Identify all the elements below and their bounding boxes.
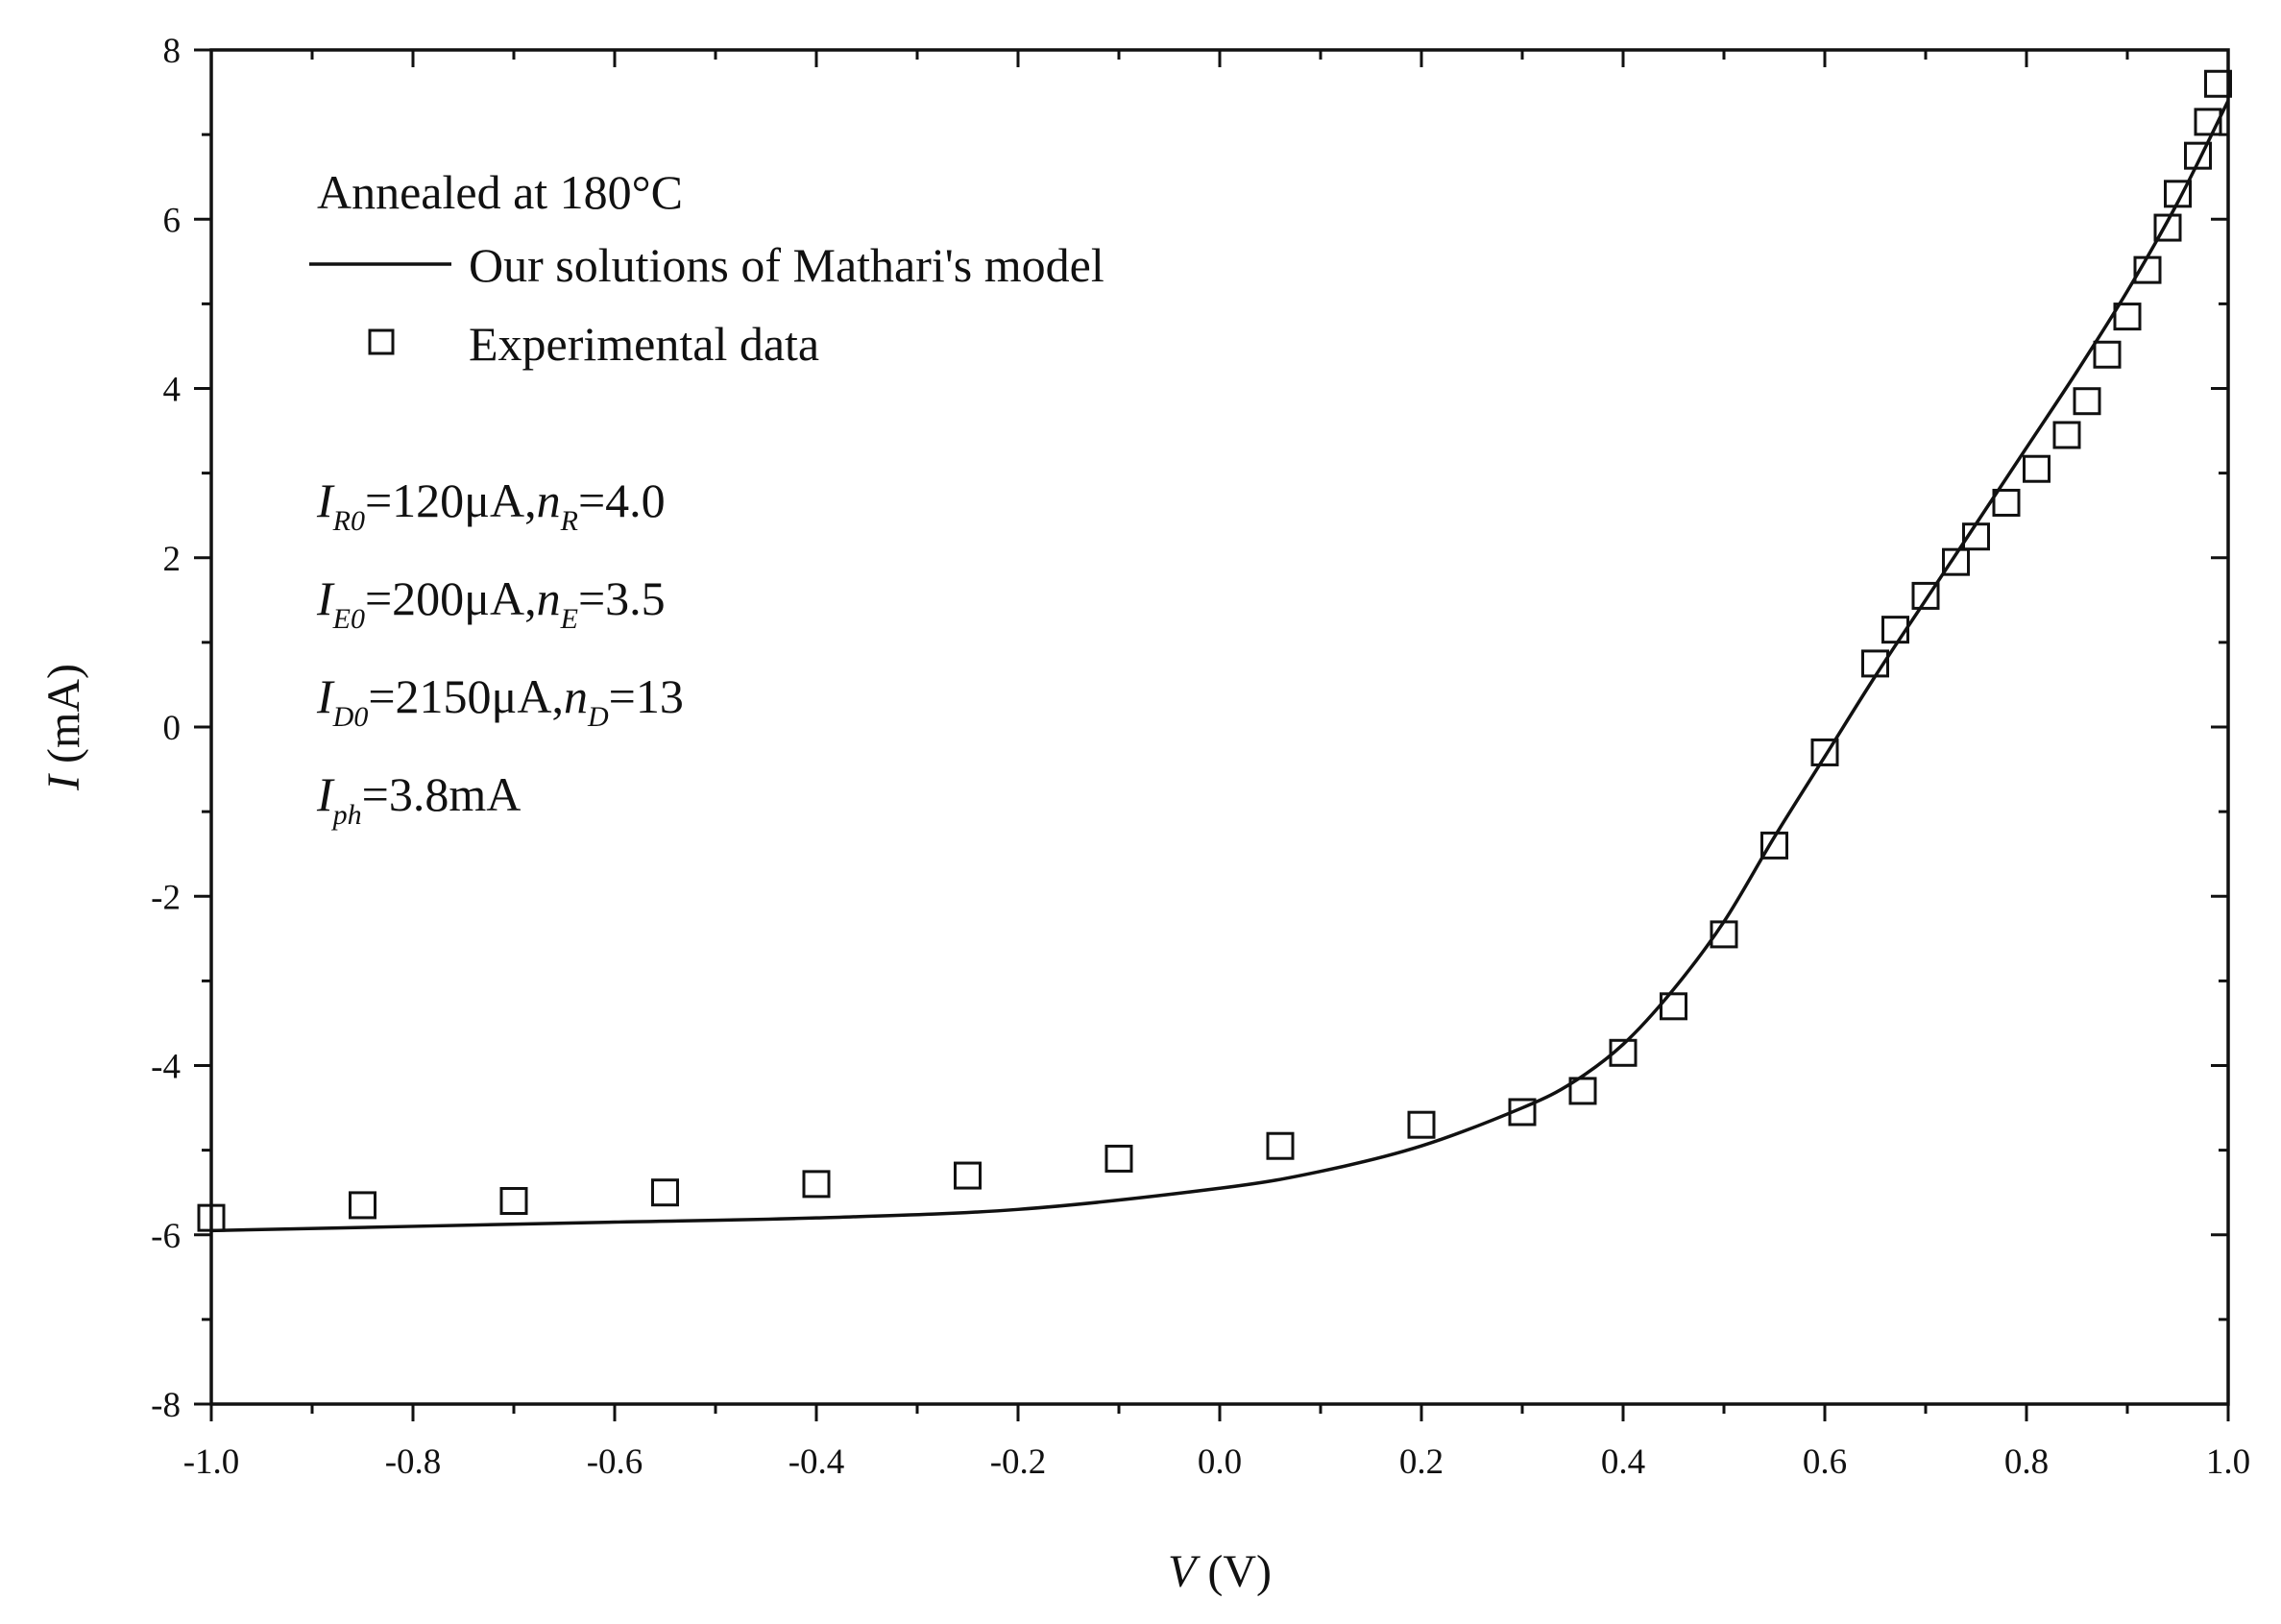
data-point [1508,1098,1537,1127]
data-point [651,1178,679,1207]
param-subscript: D0 [332,701,369,733]
data-point [1962,522,1990,551]
data-point [1861,649,1889,678]
data-point [2093,340,2122,369]
y-tick-label: -8 [151,1386,181,1425]
data-point [349,1191,376,1220]
data-point [1609,1038,1638,1067]
y-tick-label: -2 [151,878,181,917]
param-value: =200μA, [365,571,537,625]
data-point [2133,255,2162,284]
param-subscript: E0 [332,603,365,635]
data-point [2113,303,2142,331]
param-value: =3.8mA [362,767,522,821]
parameter-annotations: IR0=120μA,nR=4.0IE0=200μA,nE=3.5ID0=2150… [316,473,684,831]
x-tick-label: -0.6 [587,1442,643,1482]
param-var: n [537,473,561,527]
param-var: I [316,669,335,723]
data-point [2023,454,2050,483]
param-subscript: ph [331,799,362,831]
data-point [1710,920,1738,949]
param-var: I [316,473,335,527]
data-point [1660,992,1687,1021]
y-tick-label: 6 [163,201,182,240]
data-point [1266,1131,1295,1160]
param-line: ID0=2150μA,nD=13 [316,669,684,733]
data-point [1407,1110,1436,1139]
param-subscript: R0 [332,505,365,537]
legend-entry-model: Our solutions of Mathari's model [469,238,1104,292]
x-tick-label: 0.2 [1399,1442,1444,1482]
data-point [802,1170,831,1199]
data-point [1911,581,1940,610]
y-tick-label: 2 [163,540,182,579]
data-point [499,1187,528,1215]
y-tick-label: 0 [163,709,182,748]
data-point [2073,387,2101,416]
param-var: I [316,767,335,821]
param-value: =13 [609,669,684,723]
y-tick-labels: -8 -6 -4 -2 0 2 4 6 8 [151,32,181,1425]
x-axis-label: V (V) [1168,1546,1272,1597]
x-tick-label: 0.4 [1601,1442,1645,1482]
y-axis-unit: (mA) [38,664,89,775]
y-axis-var: I [38,773,89,791]
x-tick-label: 0.0 [1198,1442,1242,1482]
series-line-model [210,100,2230,1233]
param-value: =3.5 [578,571,666,625]
param-var: I [316,571,335,625]
x-axis-var: V [1168,1546,1201,1597]
y-tick-label: -4 [151,1048,181,1087]
x-tick-label: -0.2 [990,1442,1047,1482]
y-tick-label: 8 [163,32,182,71]
data-point [2194,108,2222,136]
data-point [1992,488,2021,517]
x-tick-labels: -1.0 -0.8 -0.6 -0.4 -0.2 0.0 0.2 0.4 0.6 0.8 1.0 [183,1442,2250,1482]
data-point [1104,1144,1133,1173]
param-line: IE0=200μA,nE=3.5 [316,571,666,635]
data-point [2164,180,2192,208]
x-tick-label: 0.8 [2004,1442,2049,1482]
data-point [1760,831,1788,860]
x-tick-label: 1.0 [2206,1442,2250,1482]
series-markers-experimental [197,69,2232,1232]
param-var: n [564,669,588,723]
param-value: =120μA, [365,473,537,527]
param-line: IR0=120μA,nR=4.0 [316,473,666,537]
param-var: n [537,571,561,625]
x-tick-label: 0.6 [1803,1442,1847,1482]
legend: Annealed at 180°C Our solutions of Matha… [309,165,1104,371]
y-axis-label: I (mA) [38,664,89,791]
data-point [954,1161,982,1190]
plot-frame [209,48,2230,1406]
data-point [197,1203,226,1232]
x-tick-label: -0.8 [385,1442,442,1482]
data-point [1881,616,1909,644]
data-point [1568,1077,1597,1105]
data-point [2204,69,2232,98]
data-point [2184,141,2212,170]
param-line: Iph=3.8mA [316,767,521,831]
legend-entry-experimental: Experimental data [469,317,819,371]
param-subscript: D [587,701,609,733]
data-point [2052,421,2081,449]
param-subscript: R [560,505,578,537]
data-point [1810,738,1839,766]
data-point [2153,213,2182,242]
y-tick-label: 4 [163,371,182,410]
x-axis-unit: (V) [1196,1546,1272,1597]
param-subscript: E [560,603,578,635]
data-point [1942,547,1970,576]
legend-square-swatch [368,328,395,355]
param-value: =2150μA, [368,669,564,723]
y-tick-label: -6 [151,1217,181,1256]
param-value: =4.0 [578,473,666,527]
x-tick-label: -1.0 [183,1442,240,1482]
x-tick-label: -0.4 [789,1442,845,1482]
legend-title: Annealed at 180°C [317,165,683,219]
